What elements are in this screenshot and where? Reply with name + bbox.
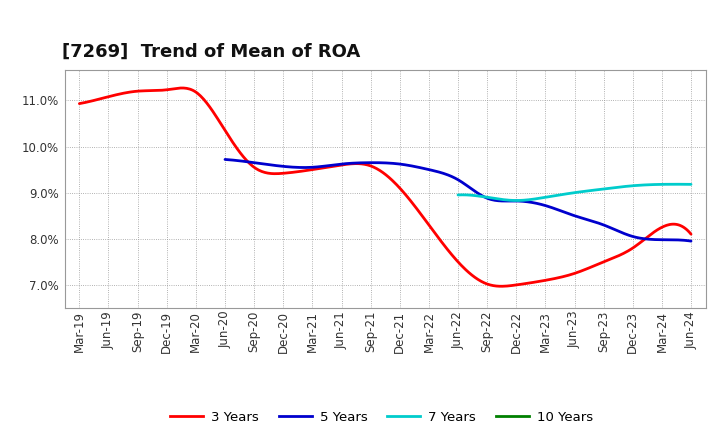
7 Years	[530, 196, 539, 202]
3 Years	[178, 85, 186, 91]
3 Years	[148, 88, 157, 93]
5 Years	[687, 238, 696, 244]
3 Years	[497, 284, 505, 289]
7 Years	[601, 186, 610, 191]
5 Years	[559, 209, 568, 215]
7 Years	[670, 182, 679, 187]
5 Years	[220, 157, 229, 162]
7 Years	[546, 194, 555, 199]
Line: 3 Years: 3 Years	[79, 88, 691, 286]
5 Years	[276, 164, 285, 169]
5 Years	[405, 163, 414, 168]
3 Years	[523, 281, 531, 286]
3 Years	[462, 267, 470, 272]
3 Years	[276, 171, 284, 176]
5 Years	[557, 209, 566, 214]
7 Years	[624, 183, 632, 189]
3 Years	[319, 165, 328, 171]
Line: 7 Years: 7 Years	[458, 184, 691, 201]
3 Years	[520, 281, 528, 286]
7 Years	[623, 183, 631, 189]
3 Years	[75, 101, 84, 106]
7 Years	[687, 182, 696, 187]
7 Years	[454, 192, 462, 198]
Legend: 3 Years, 5 Years, 7 Years, 10 Years: 3 Years, 5 Years, 7 Years, 10 Years	[165, 405, 598, 429]
7 Years	[512, 198, 521, 203]
5 Years	[514, 198, 523, 204]
3 Years	[687, 231, 696, 237]
5 Years	[372, 160, 381, 165]
7 Years	[482, 194, 490, 200]
Text: [7269]  Trend of Mean of ROA: [7269] Trend of Mean of ROA	[62, 43, 360, 61]
Line: 5 Years: 5 Years	[225, 159, 691, 241]
